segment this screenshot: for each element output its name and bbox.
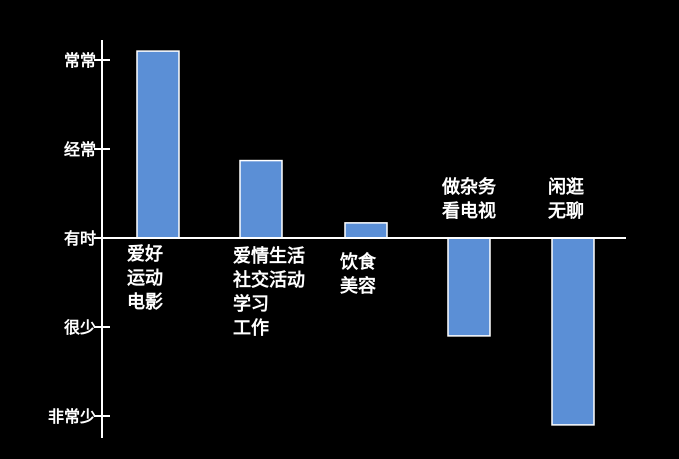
category-label-line: 工作 xyxy=(233,317,269,339)
bar xyxy=(344,222,388,239)
category-label-line: 美容 xyxy=(340,275,376,297)
category-label-line: 爱好 xyxy=(127,243,163,265)
category-label-line: 运动 xyxy=(127,268,163,289)
category-label-line: 社交活动 xyxy=(233,269,305,291)
bar xyxy=(447,237,491,337)
bar xyxy=(239,159,283,239)
category-label: 爱情生活社交活动学习工作 xyxy=(233,245,305,339)
y-tick-label: 经常 xyxy=(64,140,96,159)
bar xyxy=(551,237,595,426)
y-tick-label: 有时 xyxy=(64,229,96,248)
y-tick-label: 常常 xyxy=(64,51,96,70)
y-tick-label: 很少 xyxy=(64,318,96,337)
category-label-line: 无聊 xyxy=(548,200,584,222)
category-label-line: 看电视 xyxy=(441,200,496,222)
category-label-line: 闲逛 xyxy=(548,176,584,198)
category-label-line: 做杂务 xyxy=(441,176,497,198)
category-label: 做杂务看电视 xyxy=(441,176,497,222)
y-tick-label: 非常少 xyxy=(48,407,96,426)
category-label-line: 学习 xyxy=(233,293,269,315)
category-label: 爱好运动电影 xyxy=(127,243,163,313)
category-label-line: 爱情生活 xyxy=(233,245,305,267)
category-label: 饮食美容 xyxy=(339,251,377,297)
category-label-line: 饮食 xyxy=(339,251,377,273)
category-label-line: 电影 xyxy=(127,291,163,313)
bar xyxy=(136,50,180,239)
category-label: 闲逛无聊 xyxy=(548,176,584,222)
